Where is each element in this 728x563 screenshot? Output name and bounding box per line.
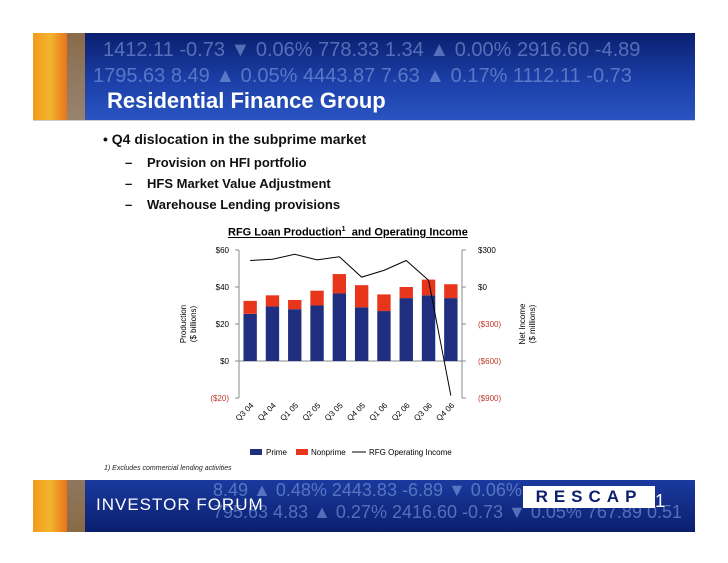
divider (33, 120, 695, 121)
footer-banner: 8.49 ▲ 0.48% 2443.83 -6.89 ▼ 0.06% 795.6… (33, 480, 695, 532)
sub-bullet-text: Warehouse Lending provisions (147, 197, 341, 212)
x-tick-label: Q4 05 (345, 401, 367, 423)
bar-nonprime (332, 274, 347, 294)
bar-prime (310, 305, 324, 361)
left-tick-label: $60 (216, 246, 230, 255)
chart-title-text: RFG Loan Production (228, 226, 342, 239)
x-tick-label: Q3 05 (323, 401, 345, 423)
bar-prime (444, 298, 458, 361)
bar-nonprime (354, 285, 369, 308)
right-tick-label: ($900) (478, 394, 501, 403)
series-line-operating-income (250, 253, 452, 396)
bar-prime (399, 298, 413, 361)
legend-swatch-nonprime (296, 449, 308, 455)
bar-nonprime (444, 284, 458, 299)
left-axis-subtitle: ($ billions) (189, 305, 198, 342)
x-tick-label: Q1 05 (278, 401, 300, 423)
bar-nonprime (310, 290, 324, 306)
x-tick-label: Q4 04 (256, 401, 278, 423)
legend-label-operating-income: RFG Operating Income (369, 448, 452, 457)
bullet-text: Q4 dislocation in the subprime market (111, 131, 367, 147)
footer-accent-stripe (67, 480, 85, 532)
bar-nonprime (377, 294, 391, 312)
ticker-row: 1795.63 8.49 ▲ 0.05% 4443.87 7.63 ▲ 0.17… (93, 65, 632, 87)
right-tick-label: ($600) (478, 357, 501, 366)
right-axis-subtitle: ($ millions) (528, 304, 537, 343)
bar-nonprime (288, 299, 302, 310)
page-number: 21 (645, 491, 666, 511)
header-banner: 1412.11 -0.73 ▼ 0.06% 778.33 1.34 ▲ 0.00… (33, 33, 695, 121)
right-tick-label: $300 (478, 246, 496, 255)
sub-bullet: – HFS Market Value Adjustment (125, 176, 331, 191)
bar-prime (354, 307, 369, 361)
footer-accent (33, 480, 67, 532)
bar-prime (421, 295, 436, 361)
ticker-row: 1412.11 -0.73 ▼ 0.06% 778.33 1.34 ▲ 0.00… (103, 39, 641, 61)
bar-nonprime (421, 279, 436, 296)
left-tick-label: $0 (220, 357, 229, 366)
x-tick-label: Q3 06 (412, 401, 434, 423)
sub-bullet: – Warehouse Lending provisions (125, 197, 341, 212)
chart-title-suffix: and Operating Income (351, 226, 468, 239)
left-tick-label: ($20) (210, 394, 229, 403)
bar-prime (243, 313, 257, 361)
banner-accent (33, 33, 67, 121)
bar-nonprime (265, 295, 280, 307)
right-tick-label: ($300) (478, 320, 501, 329)
right-tick-label: $0 (478, 283, 487, 292)
bar-prime (288, 309, 302, 361)
chart-title-footnote: 1 (341, 226, 346, 233)
chart-title: RFG Loan Production1 and Operating Incom… (228, 226, 468, 239)
sub-bullet-text: HFS Market Value Adjustment (147, 176, 331, 191)
bar-prime (332, 293, 347, 361)
left-tick-label: $40 (216, 283, 230, 292)
right-axis-title: Net Income (518, 303, 527, 344)
bar-nonprime (399, 287, 413, 299)
bullet: • Q4 dislocation in the subprime market (103, 131, 367, 147)
x-tick-label: Q2 05 (301, 401, 323, 423)
legend-label-nonprime: Nonprime (311, 448, 346, 457)
bar-nonprime (243, 300, 257, 314)
bar-prime (265, 306, 280, 361)
x-tick-label: Q2 06 (390, 401, 412, 423)
sub-bullet-text: Provision on HFI portfolio (147, 155, 307, 170)
footnote: 1) Excludes commercial lending activitie… (104, 465, 232, 472)
rescap-logo: RESCAP (523, 486, 655, 508)
x-tick-label: Q1 06 (368, 401, 390, 423)
footer-event-name: INVESTOR FORUM (96, 495, 264, 514)
legend-label-prime: Prime (266, 448, 287, 457)
left-tick-label: $20 (216, 320, 230, 329)
bar-prime (377, 311, 391, 361)
x-tick-label: Q3 04 (234, 401, 256, 423)
x-tick-label: Q4 06 (434, 401, 456, 423)
left-axis-title: Production (179, 305, 188, 343)
legend-swatch-prime (250, 449, 262, 455)
sub-bullet: – Provision on HFI portfolio (125, 155, 307, 170)
banner-accent-stripe (67, 33, 85, 121)
ticker-row: 8.49 ▲ 0.48% 2443.83 -6.89 ▼ 0.06% (213, 480, 522, 500)
page-title: Residential Finance Group (107, 88, 386, 113)
